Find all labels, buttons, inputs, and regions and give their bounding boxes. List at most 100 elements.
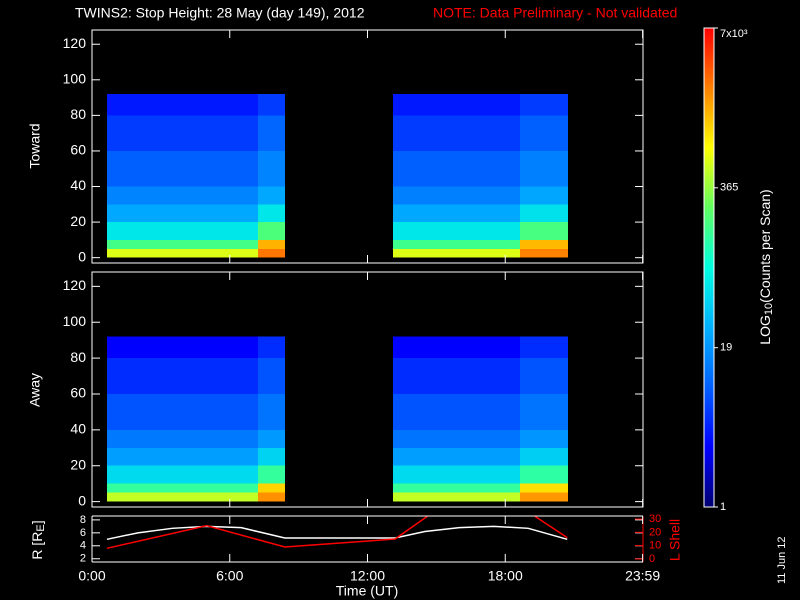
y-tick-label: 100 — [63, 313, 87, 329]
y-tick-label: 8 — [80, 514, 86, 526]
heat-cell — [392, 393, 520, 430]
heat-cell — [392, 429, 520, 448]
y-tick-label: 40 — [70, 421, 86, 437]
heat-cell — [392, 447, 520, 466]
y-axis-label-part: ] — [29, 520, 45, 524]
y-axis-label: Toward — [27, 123, 43, 168]
heat-cell — [257, 239, 285, 249]
x-tick-label: 6:00 — [216, 568, 243, 584]
heat-cell — [106, 393, 258, 430]
y-tick-label: 100 — [63, 71, 87, 87]
heat-cell — [519, 492, 568, 502]
series-line — [106, 525, 568, 541]
annotation: 11 Jun 12 — [776, 536, 788, 584]
y-axis-label-sub: E — [35, 524, 47, 531]
x-tick-label: 12:00 — [350, 568, 385, 584]
heat-cell — [519, 465, 568, 484]
heat-cell — [519, 429, 568, 448]
heat-cell — [106, 115, 258, 151]
heat-cell — [519, 393, 568, 430]
heat-cell — [257, 222, 285, 240]
heat-cell — [519, 150, 568, 187]
y-axis-label-part: R [R — [29, 532, 45, 560]
heat-cell — [257, 483, 285, 493]
heat-cell — [106, 358, 258, 394]
heat-cell — [106, 492, 258, 502]
note: NOTE: Data Preliminary - Not validated — [433, 5, 677, 21]
heat-cell — [392, 115, 520, 151]
heat-cell — [257, 186, 285, 205]
heat-cell — [392, 150, 520, 187]
heat-cell — [257, 248, 285, 258]
heat-cell — [106, 186, 258, 205]
heat-cell — [519, 222, 568, 240]
heat-cell — [257, 204, 285, 223]
y-tick-label: 6 — [80, 527, 86, 539]
colorbar-tick-label: 365 — [720, 182, 738, 194]
y-axis-label: Away — [27, 373, 43, 407]
heat-cell — [392, 336, 520, 359]
colorbar-tick-label: 1 — [720, 501, 726, 513]
colorbar-tick-label: 7x10³ — [720, 28, 748, 40]
colorbar-label: LOG10(Counts per Scan) — [757, 189, 775, 344]
heat-cell — [257, 492, 285, 502]
heat-cell — [257, 393, 285, 430]
y-tick-label: 80 — [70, 106, 86, 122]
heat-cell — [257, 336, 285, 359]
heat-cell — [392, 204, 520, 223]
heat-cell — [106, 94, 258, 116]
y2-tick-label: 10 — [649, 540, 661, 552]
y2-axis-label: L Shell — [667, 519, 683, 561]
heat-cell — [392, 465, 520, 484]
heat-cell — [106, 429, 258, 448]
heat-cell — [519, 447, 568, 466]
heat-cell — [519, 239, 568, 249]
y-tick-label: 80 — [70, 349, 86, 365]
heat-cell — [392, 248, 520, 258]
y2-tick-label: 0 — [649, 553, 655, 565]
colorbar-tick-label: 19 — [720, 342, 732, 354]
heat-cell — [519, 336, 568, 359]
series-line — [534, 516, 568, 539]
heat-cell — [392, 186, 520, 205]
heat-cell — [106, 336, 258, 359]
y-axis-label: R [RE] — [29, 520, 47, 559]
y-tick-label: 2 — [80, 553, 86, 565]
heat-cell — [519, 186, 568, 205]
y-tick-label: 20 — [70, 456, 86, 472]
heat-cell — [519, 94, 568, 116]
y-tick-label: 120 — [63, 35, 87, 51]
heat-cell — [106, 248, 258, 258]
y-tick-label: 60 — [70, 142, 86, 158]
heat-cell — [519, 204, 568, 223]
y-tick-label: 0 — [78, 492, 86, 508]
y-tick-label: 120 — [63, 277, 87, 293]
heat-cell — [257, 429, 285, 448]
x-tick-label: 23:59 — [625, 568, 660, 584]
y2-tick-label: 30 — [649, 513, 661, 525]
x-tick-label: 18:00 — [488, 568, 523, 584]
heat-cell — [519, 483, 568, 493]
chart-title: TWINS2: Stop Height: 28 May (day 149), 2… — [75, 5, 365, 21]
heat-cell — [392, 222, 520, 240]
y2-tick-label: 20 — [649, 526, 661, 538]
heat-cell — [519, 115, 568, 151]
heat-cell — [257, 94, 285, 116]
heat-cell — [106, 483, 258, 493]
heat-cell — [106, 222, 258, 240]
colorbar-label-part: (Counts per Scan) — [757, 189, 773, 303]
y-tick-label: 20 — [70, 213, 86, 229]
series-line — [106, 516, 428, 550]
heat-cell — [392, 483, 520, 493]
heat-cell — [392, 239, 520, 249]
x-axis-label: Time (UT) — [336, 583, 398, 599]
heat-cell — [519, 248, 568, 258]
y-tick-label: 60 — [70, 385, 86, 401]
y-tick-label: 4 — [80, 540, 86, 552]
heat-cell — [106, 239, 258, 249]
heat-cell — [392, 492, 520, 502]
heat-cell — [257, 115, 285, 151]
heat-cell — [257, 150, 285, 187]
